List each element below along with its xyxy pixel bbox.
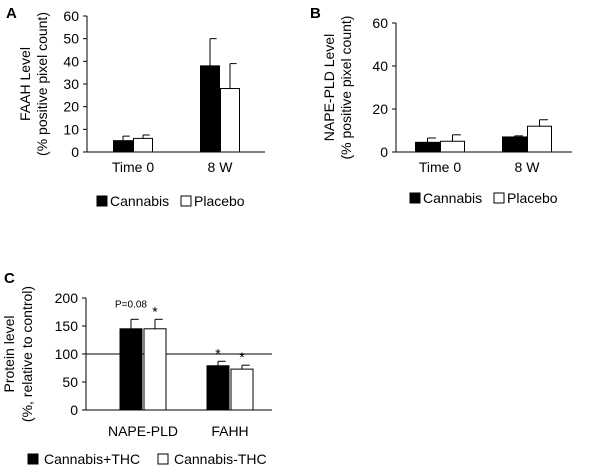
legend-label: Cannabis-THC — [174, 451, 267, 467]
y-tick-label: 30 — [63, 76, 79, 92]
y-axis-label: FAAH Level — [17, 47, 33, 121]
bar-placebo-8-w — [527, 125, 552, 153]
bar-cannabis-thc-fahh — [230, 368, 254, 411]
legend-label: Cannabis+THC — [44, 451, 140, 467]
y-axis-label: (% positive pixel count) — [34, 12, 50, 156]
y-tick-label: 0 — [70, 402, 78, 418]
legend-swatch — [157, 453, 169, 465]
y-axis-label: NAPE-PLD Level — [321, 34, 337, 141]
bar-placebo-time-0 — [440, 140, 465, 153]
y-tick-label: 100 — [55, 346, 79, 362]
bar-cannabis-8-w — [200, 65, 220, 153]
bar-cannabis-thc-nape-pld — [119, 328, 143, 411]
y-tick-label: 50 — [62, 374, 78, 390]
y-tick-label: 20 — [63, 99, 79, 115]
x-tick-label: Time 0 — [112, 159, 154, 175]
bar-cannabis-thc-nape-pld — [143, 328, 167, 411]
legend-swatch — [493, 192, 505, 204]
y-tick-label: 150 — [55, 318, 79, 334]
y-tick-label: 60 — [372, 15, 388, 31]
y-tick-label: 40 — [372, 58, 388, 74]
y-tick-label: 50 — [63, 31, 79, 47]
bar-placebo-8-w — [220, 88, 240, 153]
panel-label: A — [6, 5, 17, 22]
bar-cannabis-8-w — [502, 136, 527, 153]
significance-star: * — [152, 303, 158, 319]
bar-cannabis-thc-fahh — [206, 365, 230, 411]
y-axis-label: (%, relative to control) — [19, 286, 35, 422]
x-tick-label: 8 W — [208, 159, 234, 175]
y-tick-label: 60 — [63, 8, 79, 24]
y-axis-label: Protein level — [1, 315, 17, 392]
significance-star: * — [239, 349, 245, 365]
y-tick-label: 20 — [372, 101, 388, 117]
chart-panel-b: B 0 20 40 60 Time 0 8 W NAPE-PLD Level (% positi… — [310, 5, 572, 206]
bar-cannabis-time-0 — [415, 141, 440, 153]
legend-label: Cannabis — [110, 193, 169, 209]
y-tick-label: 200 — [55, 290, 79, 306]
significance-star: * — [215, 345, 221, 361]
y-tick-label: 0 — [71, 144, 79, 160]
x-tick-label: 8 W — [515, 159, 541, 175]
panel-label: C — [4, 270, 15, 287]
legend-label: Placebo — [194, 193, 245, 209]
x-tick-label: Time 0 — [419, 159, 461, 175]
legend-swatch — [409, 192, 421, 204]
chart-panel-c: C 0 50 100 150 200 NAPE-PLD FAHH P=0.08 * * * Protei… — [1, 270, 272, 467]
legend-label: Placebo — [507, 190, 558, 206]
y-axis-label: (% positive pixel count) — [338, 16, 354, 160]
x-tick-label: NAPE-PLD — [108, 423, 178, 439]
bar-placebo-time-0 — [133, 137, 153, 153]
bar-cannabis-time-0 — [113, 140, 133, 153]
legend-swatch — [96, 195, 108, 207]
panel-label: B — [310, 5, 321, 22]
chart-panel-a: A 0 10 20 30 40 50 60 Time 0 8 W FAAH Level (% posi… — [6, 5, 265, 209]
y-tick-label: 10 — [63, 121, 79, 137]
legend-swatch — [27, 453, 39, 465]
y-tick-label: 40 — [63, 53, 79, 69]
x-tick-label: FAHH — [211, 423, 248, 439]
legend-swatch — [180, 195, 192, 207]
y-tick-label: 0 — [380, 144, 388, 160]
legend-label: Cannabis — [423, 190, 482, 206]
p-value-annotation: P=0.08 — [115, 299, 147, 310]
